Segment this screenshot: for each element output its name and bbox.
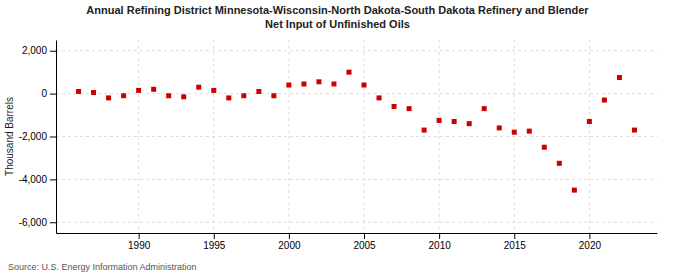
point <box>136 88 141 93</box>
tick-label: 2020 <box>579 240 602 251</box>
y-axis: -6,000 -4,000 -2,000 0 2,000 <box>19 41 57 234</box>
tick-mark <box>139 233 140 239</box>
grid-line-x <box>514 40 515 233</box>
point <box>256 89 261 94</box>
tick: 0 <box>41 88 56 99</box>
tick: 2,000 <box>22 45 56 56</box>
grid-line-x <box>288 40 289 233</box>
tick: -6,000 <box>19 217 56 228</box>
point <box>557 161 562 166</box>
point <box>166 93 171 98</box>
point <box>422 128 427 133</box>
tick-label: 1990 <box>128 240 151 251</box>
point <box>106 95 111 100</box>
tick: 1995 <box>203 233 226 251</box>
point <box>362 83 367 88</box>
point <box>331 81 336 86</box>
point <box>196 85 201 90</box>
point <box>377 95 382 100</box>
tick-label: 2005 <box>353 240 376 251</box>
tick-mark <box>214 233 215 239</box>
point <box>542 145 547 150</box>
title: Annual Refining District Minnesota-Wisco… <box>86 4 589 16</box>
tick-label: -6,000 <box>19 217 48 228</box>
point <box>392 104 397 109</box>
point <box>527 129 532 134</box>
grid-line-y <box>56 136 657 137</box>
grid-line-x <box>213 40 214 233</box>
tick-mark <box>50 94 56 95</box>
point <box>91 90 96 95</box>
point <box>76 89 81 94</box>
point <box>121 93 126 98</box>
point <box>437 118 442 123</box>
grid <box>56 40 657 233</box>
tick-label: 1995 <box>203 240 226 251</box>
point <box>587 119 592 124</box>
tick-mark <box>50 51 56 52</box>
point <box>316 79 321 84</box>
tick-label: 0 <box>41 88 47 99</box>
tick-label: 2000 <box>278 240 301 251</box>
tick-label: -4,000 <box>19 174 48 185</box>
point <box>286 83 291 88</box>
grid-line-y <box>56 179 657 180</box>
tick: 2015 <box>504 233 527 251</box>
point <box>407 106 412 111</box>
axis-line <box>56 41 57 234</box>
tick-mark <box>364 233 365 239</box>
tick-mark <box>50 137 56 138</box>
tick-mark <box>439 233 440 239</box>
tick: 1990 <box>128 233 151 251</box>
point <box>211 88 216 93</box>
point <box>512 130 517 135</box>
plot-area: 1990 1995 2000 2005 2010 2015 2020 -6,000 -4,000… <box>19 40 658 251</box>
point <box>572 188 577 193</box>
point <box>271 93 276 98</box>
tick-mark <box>50 179 56 180</box>
tick-mark <box>514 233 515 239</box>
tick: 2005 <box>353 233 376 251</box>
point <box>602 98 607 103</box>
subtitle: Net Input of Unfinished Oils <box>265 18 410 30</box>
point <box>226 95 231 100</box>
tick: 2010 <box>429 233 452 251</box>
point <box>617 75 622 80</box>
grid-line-x <box>364 40 365 233</box>
tick: 2020 <box>579 233 602 251</box>
x-axis: 1990 1995 2000 2005 2010 2015 2020 <box>57 233 658 251</box>
tick: -4,000 <box>19 174 56 185</box>
tick-label: 2,000 <box>22 45 47 56</box>
tick-label: -2,000 <box>19 131 48 142</box>
tick-mark <box>289 233 290 239</box>
tick: -2,000 <box>19 131 56 142</box>
point <box>346 70 351 75</box>
tick: 2000 <box>278 233 301 251</box>
points <box>76 70 637 193</box>
point <box>632 128 637 133</box>
grid-line-y <box>56 93 657 94</box>
tick-mark <box>589 233 590 239</box>
point <box>151 87 156 92</box>
grid-line-y <box>56 222 657 223</box>
grid-line-x <box>589 40 590 233</box>
tick-label: 2015 <box>504 240 527 251</box>
tick-label: 2010 <box>429 240 452 251</box>
grid-line-x <box>439 40 440 233</box>
annotation: Source: U.S. Energy Information Administ… <box>8 262 197 272</box>
point <box>497 125 502 130</box>
axis-line <box>57 233 658 234</box>
point <box>301 81 306 86</box>
point <box>452 119 457 124</box>
tick-mark <box>50 222 56 223</box>
chart: Annual Refining District Minnesota-Wisco… <box>0 0 675 275</box>
y-axis-label: Thousand Barrels <box>4 97 15 176</box>
point <box>181 94 186 99</box>
point <box>482 106 487 111</box>
point <box>241 93 246 98</box>
grid-line-y <box>56 50 657 51</box>
point <box>467 121 472 126</box>
grid-line-x <box>138 40 139 233</box>
